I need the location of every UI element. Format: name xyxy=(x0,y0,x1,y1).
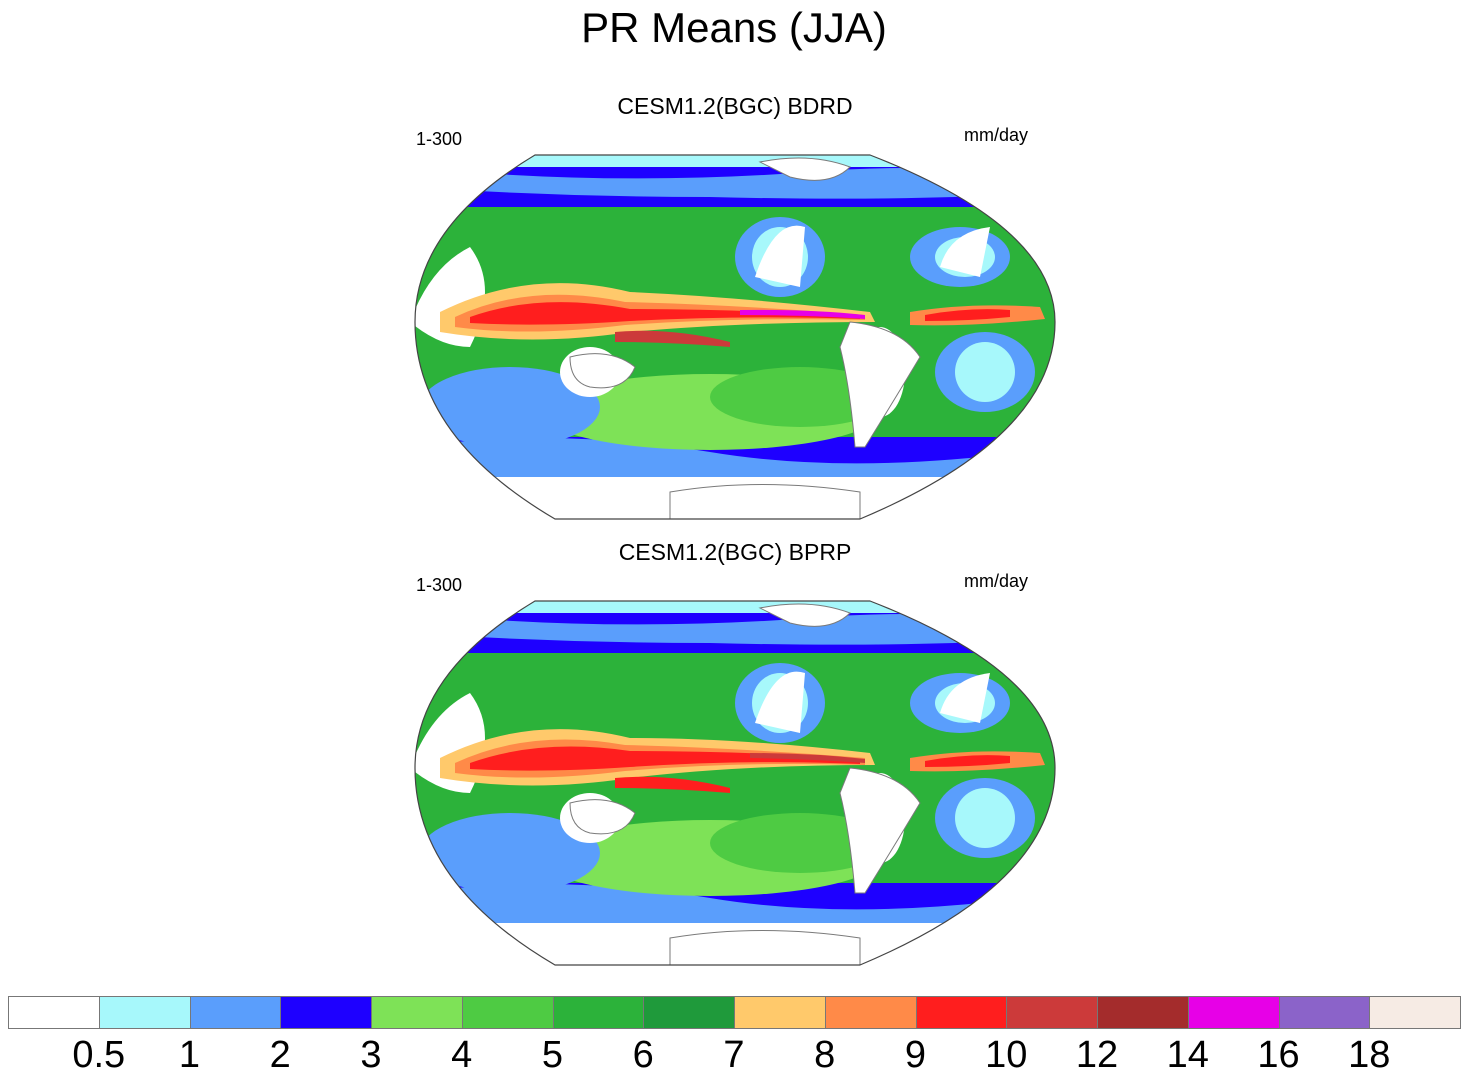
colorbar-tick-label: 10 xyxy=(985,1034,1028,1076)
colorbar-tick-label: 8 xyxy=(814,1034,836,1076)
colorbar-tick-label: 14 xyxy=(1166,1034,1209,1076)
colorbar-swatch xyxy=(643,996,735,1029)
colorbar-tick-label: 18 xyxy=(1348,1034,1391,1076)
colorbar-tick-label: 1 xyxy=(178,1034,201,1076)
colorbar-swatch xyxy=(1097,996,1189,1029)
colorbar-swatch xyxy=(371,996,463,1029)
colorbar-swatch xyxy=(734,996,826,1029)
colorbar-tick-label: 12 xyxy=(1075,1034,1119,1076)
colorbar-swatch xyxy=(280,996,372,1029)
panel-title: CESM1.2(BGC) BPRP xyxy=(618,539,852,565)
main-title: PR Means (JJA) xyxy=(581,4,887,51)
panel-range-label: 1-300 xyxy=(416,575,463,595)
precip-field xyxy=(415,155,1055,519)
colorbar-swatch xyxy=(1187,996,1280,1029)
colorbar-swatch xyxy=(98,996,191,1029)
map-panel-2: CESM1.2(BGC) BPRP 1-300 mm/day xyxy=(410,538,1060,978)
panel-units-label: mm/day xyxy=(963,125,1028,145)
colorbar-tick-label: 2 xyxy=(269,1034,291,1076)
precip-map xyxy=(414,600,1056,966)
colorbar-swatch xyxy=(915,996,1008,1029)
precip-map xyxy=(414,154,1056,520)
colorbar-swatch xyxy=(1278,996,1371,1029)
map-panel-1: CESM1.2(BGC) BDRD 1-300 mm/day xyxy=(410,92,1060,532)
panel-range-label: 1-300 xyxy=(416,129,463,149)
colorbar-swatch xyxy=(1369,996,1461,1029)
colorbar-swatch xyxy=(824,996,917,1029)
colorbar-swatch xyxy=(8,996,100,1029)
colorbar-tick-label: 6 xyxy=(632,1034,654,1076)
colorbar-tick-label: 16 xyxy=(1257,1034,1300,1076)
colorbar-swatch xyxy=(1006,996,1098,1029)
colorbar-tick-label: 9 xyxy=(904,1034,927,1076)
panel-title: CESM1.2(BGC) BDRD xyxy=(617,93,853,119)
colorbar xyxy=(8,996,1461,1030)
colorbar-tick-label: 5 xyxy=(541,1034,564,1076)
colorbar-tick-label: 3 xyxy=(360,1034,382,1076)
colorbar-swatch xyxy=(189,996,282,1029)
precip-field xyxy=(415,601,1055,965)
panel-units-label: mm/day xyxy=(963,571,1028,591)
colorbar-tick-label: 0.5 xyxy=(72,1034,126,1076)
colorbar-swatch xyxy=(461,996,554,1029)
colorbar-tick-label: 4 xyxy=(451,1034,473,1076)
colorbar-swatch xyxy=(552,996,645,1029)
colorbar-tick-label: 7 xyxy=(723,1034,745,1076)
